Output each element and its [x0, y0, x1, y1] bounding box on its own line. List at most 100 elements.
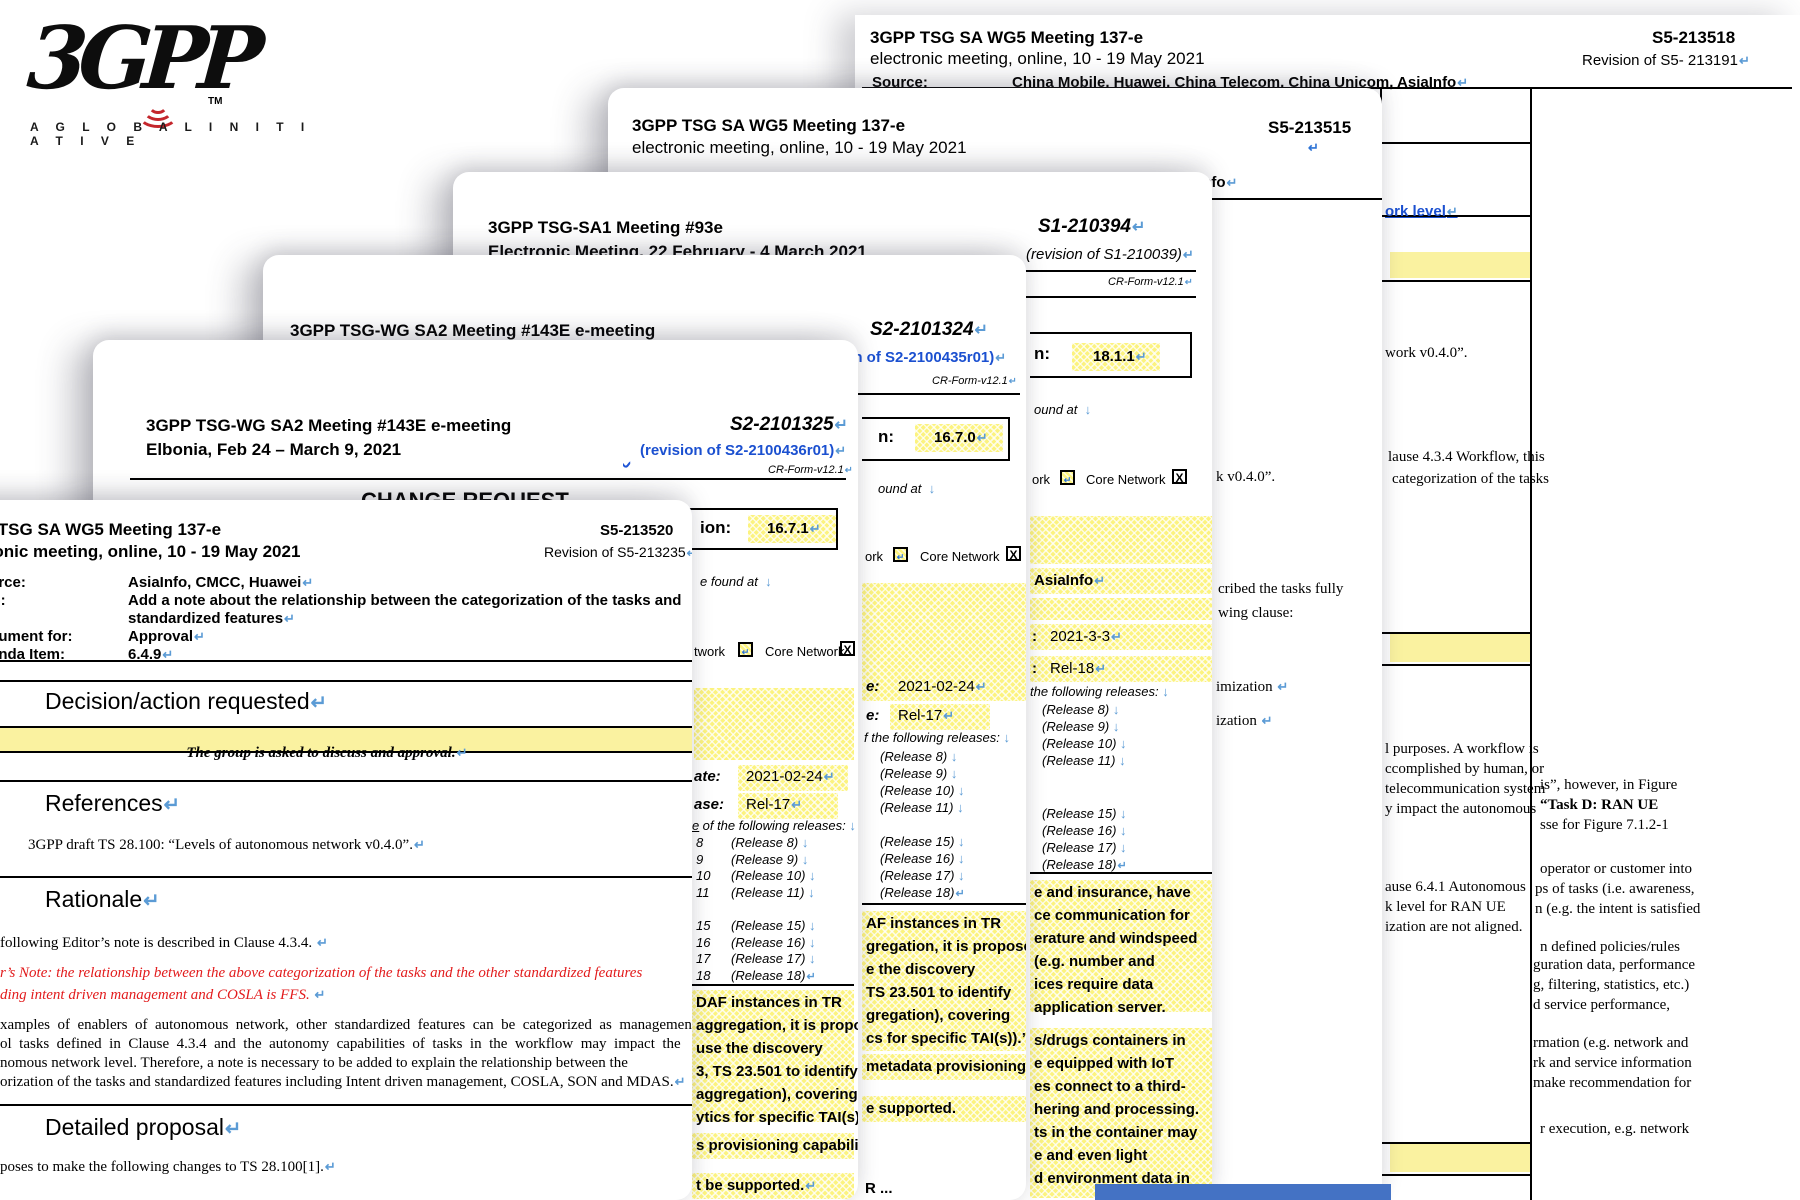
- decision-text: The group is asked to discuss and approv…: [186, 745, 467, 761]
- release-value: Rel-17: [746, 796, 802, 814]
- decision-highlight-bar: The group is asked to discuss and approv…: [0, 728, 692, 761]
- text-fragment: 3, TS 23.501 to identify: [696, 1063, 858, 1080]
- doc-number: S2-2101324: [870, 319, 988, 342]
- highlight-row: [1030, 598, 1212, 620]
- box-border: [862, 903, 1026, 905]
- release-num: 8: [696, 835, 704, 850]
- doc-revision: (revision of S2-2100436r01): [640, 442, 846, 460]
- version-value: 16.7.0: [934, 429, 987, 447]
- core-network-label: Core Network: [765, 644, 845, 659]
- version-value: 16.7.1: [767, 520, 820, 538]
- release-item: (Release 10): [731, 868, 816, 884]
- text-fragment: guration data, performance: [1533, 957, 1696, 973]
- text-fragment: DAF instances in TR: [696, 994, 842, 1011]
- release-num: 11: [696, 885, 710, 900]
- references-heading: References: [45, 790, 180, 818]
- doc-number: S5-213518: [1652, 28, 1736, 47]
- box-border: [1030, 332, 1192, 334]
- release-item: (Release 11): [880, 800, 964, 816]
- text-fragment: g, filtering, statistics, etc.): [1533, 977, 1690, 993]
- text-fragment: lause 4.3.4 Workflow, this: [1388, 449, 1545, 465]
- doc-title: 3GPP TSG-WG SA2 Meeting #143E e-meeting: [146, 416, 512, 435]
- release-item: (Release 15): [731, 918, 816, 934]
- date-value: 2021-3-3: [1050, 628, 1122, 646]
- release-num: 15: [696, 918, 711, 933]
- agenda-item-label: Agenda Item:: [0, 646, 66, 663]
- source-label: Source:: [0, 574, 26, 591]
- detailed-proposal-heading: Detailed proposal: [45, 1114, 241, 1142]
- rationale-para-line4: orization of the tasks and standardized …: [0, 1073, 685, 1091]
- text-fragment: ound at: [878, 481, 935, 497]
- release-num: 10: [696, 868, 711, 883]
- text-fragment: rk and service information: [1533, 1055, 1692, 1071]
- text-fragment: aggregation), covering: [696, 1086, 858, 1103]
- text-fragment: ization are not aligned.: [1385, 919, 1523, 935]
- checkbox[interactable]: [738, 642, 753, 657]
- rationale-heading: Rationale: [45, 886, 160, 914]
- text-fragment: t be supported.: [696, 1177, 816, 1195]
- document-window-s5-213520[interactable]: 3GPP TSG SA WG5 Meeting 137-e electronic…: [0, 500, 692, 1200]
- section-rule: [0, 1104, 692, 1106]
- text-fragment: e found at: [700, 574, 772, 590]
- text-fragment: metadata provisioning: [866, 1058, 1026, 1075]
- reference-text: 3GPP draft TS 28.100: “Levels of autonom…: [28, 836, 425, 854]
- source-value: AsiaInfo, CMCC, Huawei: [128, 574, 313, 592]
- text-fragment: aggregation, it is proposed: [696, 1017, 858, 1034]
- doc-number: S2-2101325: [730, 414, 848, 437]
- core-network-label: Core Network: [920, 549, 1000, 564]
- text-fragment: l purposes. A workflow is: [1385, 741, 1539, 757]
- checkbox-checked[interactable]: X: [1172, 469, 1187, 485]
- document-for-value: Approval: [128, 628, 205, 646]
- text-fragment: R ...: [865, 1180, 893, 1197]
- checkbox[interactable]: [893, 547, 908, 562]
- release-item: (Release 15): [1042, 806, 1127, 822]
- release-item: (Release 8): [880, 749, 957, 765]
- version-value: 18.1.1: [1093, 348, 1146, 366]
- title-label: Title:: [0, 592, 6, 609]
- release-item: (Release 10): [880, 783, 965, 799]
- doc-title: 3GPP TSG-SA1 Meeting #93e: [488, 218, 723, 237]
- text-fragment: s/drugs containers in: [1034, 1032, 1186, 1049]
- highlight-block: [1030, 1028, 1212, 1198]
- checkbox-checked[interactable]: X: [840, 641, 855, 657]
- text-fragment: cribed the tasks fully: [1218, 581, 1344, 597]
- source-label: Source:: [872, 74, 928, 91]
- releases-caption: the following releases:: [1030, 684, 1169, 700]
- text-fragment: categorization of the tasks: [1392, 471, 1550, 487]
- text-fragment: TS 23.501 to identify: [866, 984, 1012, 1001]
- release-label: e:: [866, 707, 880, 724]
- text-fragment: d service performance,: [1533, 997, 1671, 1013]
- release-item: (Release 16): [1042, 823, 1127, 839]
- checkbox-checked[interactable]: X: [1006, 546, 1021, 562]
- text-fragment: gregation), covering: [866, 1007, 1011, 1024]
- text-fragment: k v0.4.0”.: [1216, 469, 1276, 485]
- text-fragment: ytics for specific TAI(s)).”: [696, 1109, 858, 1127]
- section-rule: [0, 680, 692, 682]
- section-rule: [0, 876, 692, 878]
- doc-subtitle: Elbonia, Feb 24 – March 9, 2021: [146, 440, 402, 459]
- version-label: n:: [878, 427, 895, 446]
- text-fragment: twork: [694, 644, 726, 659]
- text-fragment: ce communication for: [1034, 907, 1190, 924]
- release-value: Rel-18: [1050, 660, 1106, 678]
- releases-caption: of the following releases:: [699, 818, 856, 834]
- release-item: (Release 17): [1042, 840, 1127, 856]
- text-fragment: make recommendation for: [1533, 1075, 1692, 1091]
- highlight-block: [1030, 880, 1212, 1012]
- box-border: [1030, 376, 1192, 378]
- version-label: ion:: [700, 518, 732, 537]
- logo-signal-arc: [138, 102, 178, 128]
- highlight-bar: [1390, 634, 1530, 662]
- highlight-block: [694, 688, 854, 760]
- checkbox[interactable]: [1060, 470, 1075, 485]
- releases-caption: f the following releases:: [864, 730, 1010, 746]
- date-label: ate:: [694, 768, 721, 785]
- text-fragment: ound at: [1034, 402, 1091, 418]
- text-fragment: es connect to a third-: [1034, 1078, 1186, 1095]
- text-fragment: “Task D: RAN UE: [1540, 797, 1659, 813]
- title-value: Add a note about the relationship betwee…: [128, 592, 682, 609]
- text-fragment: s provisioning capability to: [696, 1137, 858, 1154]
- release-num: 18: [696, 968, 711, 983]
- title-value-2: standardized features: [128, 610, 295, 628]
